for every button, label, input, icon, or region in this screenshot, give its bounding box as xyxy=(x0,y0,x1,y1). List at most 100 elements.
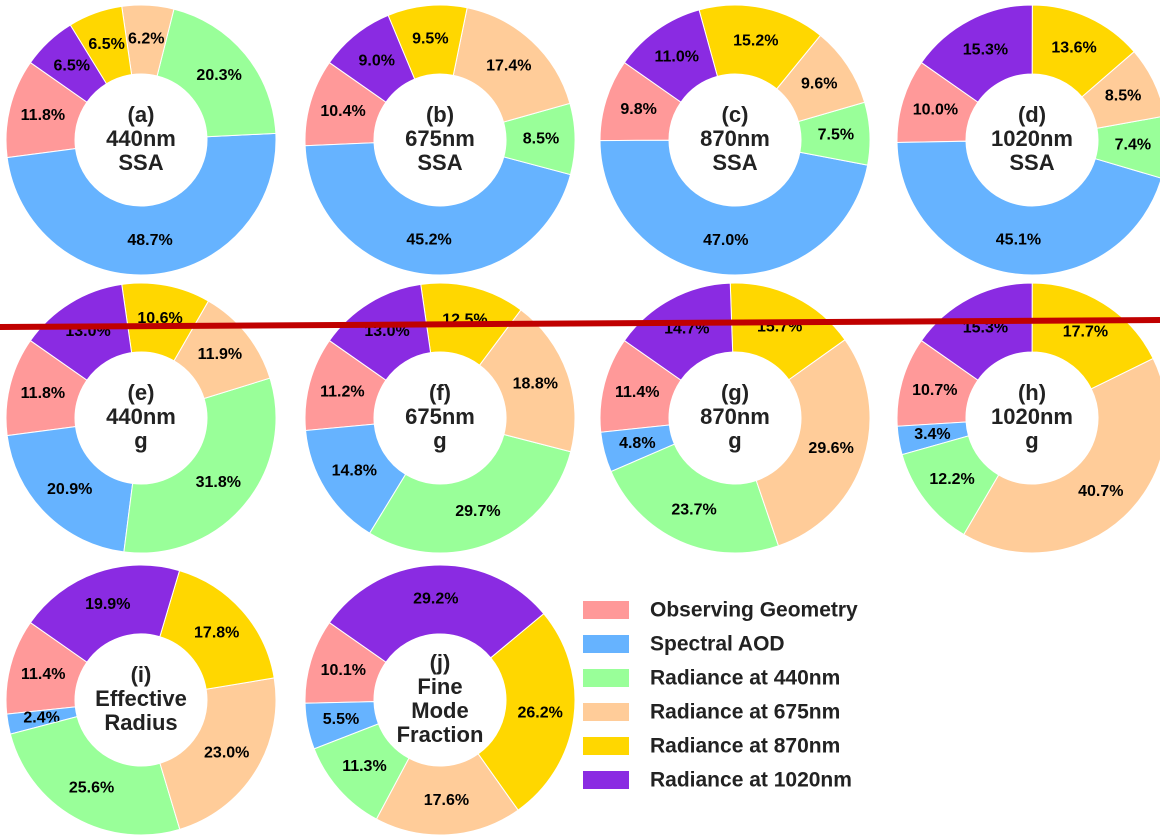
slice xyxy=(478,309,576,453)
center-title: (j) xyxy=(430,650,451,675)
value-label: 15.3% xyxy=(963,42,1008,59)
value-label: 10.4% xyxy=(320,103,365,120)
slice xyxy=(9,716,181,836)
legend: Observing Geometry Spectral AOD Radiance a… xyxy=(583,599,858,792)
value-label: 47.0% xyxy=(703,232,748,249)
value-label: 13.6% xyxy=(1051,39,1096,56)
center-title: (g) xyxy=(721,380,749,405)
value-label: 11.9% xyxy=(198,346,242,363)
value-label: 6.5% xyxy=(53,58,89,75)
value-label: 20.3% xyxy=(196,67,241,84)
center-title: 870nm xyxy=(700,126,770,151)
value-label: 17.4% xyxy=(486,57,531,74)
center-title: 440nm xyxy=(106,404,176,429)
legend-label: Observing Geometry xyxy=(650,599,858,622)
center-title: Fine xyxy=(417,674,462,699)
slice xyxy=(452,7,571,123)
pies: 11.8%48.7%20.3%6.2%6.5%6.5%(a)440nmSSA10… xyxy=(5,4,1160,836)
value-label: 23.7% xyxy=(671,502,716,519)
value-label: 29.2% xyxy=(413,590,458,607)
slice xyxy=(623,9,719,103)
value-label: 2.4% xyxy=(23,709,59,726)
slice xyxy=(159,677,277,830)
slice xyxy=(599,139,869,276)
value-label: 15.2% xyxy=(733,32,778,49)
slice xyxy=(368,433,572,554)
value-label: 17.6% xyxy=(424,792,469,809)
slice xyxy=(6,132,277,276)
center-title: Radius xyxy=(104,710,177,735)
value-label: 11.2% xyxy=(320,383,364,400)
center-title: g xyxy=(134,428,147,453)
value-label: 11.4% xyxy=(615,384,659,401)
value-label: 9.5% xyxy=(412,31,448,48)
slice xyxy=(963,357,1160,554)
slice xyxy=(328,14,416,103)
legend-label: Radiance at 440nm xyxy=(650,667,840,690)
center-title: Mode xyxy=(411,698,468,723)
value-label: 31.8% xyxy=(196,474,241,491)
slice xyxy=(6,426,134,553)
center-title: g xyxy=(1025,428,1038,453)
slice xyxy=(623,282,734,381)
center-title: Effective xyxy=(95,686,187,711)
value-label: 10.0% xyxy=(913,102,958,119)
value-label: 11.8% xyxy=(21,107,65,124)
slice xyxy=(29,24,108,103)
value-label: 3.4% xyxy=(914,426,950,443)
value-label: 45.2% xyxy=(406,232,451,249)
value-label: 25.6% xyxy=(69,779,114,796)
center-title: SSA xyxy=(118,150,163,175)
slice xyxy=(610,443,780,554)
legend-label: Spectral AOD xyxy=(650,633,785,656)
legend-label: Radiance at 675nm xyxy=(650,701,840,724)
slice xyxy=(29,564,181,663)
legend-label: Radiance at 870nm xyxy=(650,735,840,758)
value-label: 40.7% xyxy=(1078,483,1123,500)
value-label: 26.2% xyxy=(517,704,562,721)
center-title: 1020nm xyxy=(991,126,1073,151)
legend-swatch xyxy=(583,635,629,653)
slice xyxy=(1031,282,1154,390)
center-title: 440nm xyxy=(106,126,176,151)
donut: 10.1% 5.5% 11.3% 17.6% 26.2% 29.2% (j)FineMode… xyxy=(304,564,576,836)
value-label: 17.8% xyxy=(194,624,239,641)
value-label: 6.2% xyxy=(128,30,164,47)
slice xyxy=(328,564,545,663)
center-title: (h) xyxy=(1018,380,1046,405)
center-title: Fraction xyxy=(397,722,484,747)
value-label: 11.8% xyxy=(21,385,65,402)
center-title: SSA xyxy=(712,150,757,175)
donut: 11.4% 2.4% 25.6% 23.0% 17.8% 19.9% (i)Effectiv… xyxy=(5,564,277,836)
center-title: (d) xyxy=(1018,102,1046,127)
center-title: g xyxy=(433,428,446,453)
center-title: (a) xyxy=(128,102,155,127)
legend-swatch xyxy=(583,669,629,687)
value-label: 5.5% xyxy=(323,711,359,728)
center-title: 870nm xyxy=(700,404,770,429)
slice xyxy=(896,140,1160,276)
center-title: 675nm xyxy=(405,404,475,429)
value-label: 12.2% xyxy=(929,471,974,488)
slice xyxy=(920,282,1033,381)
center-title: (b) xyxy=(426,102,454,127)
value-label: 14.8% xyxy=(332,463,377,480)
center-title: SSA xyxy=(1009,150,1054,175)
value-label: 29.7% xyxy=(455,503,500,520)
center-title: (e) xyxy=(128,380,155,405)
center-title: (i) xyxy=(131,662,152,687)
value-label: 23.0% xyxy=(204,745,249,762)
value-label: 45.1% xyxy=(996,231,1041,248)
slice xyxy=(156,8,277,138)
value-label: 11.4% xyxy=(21,666,65,683)
value-label: 10.6% xyxy=(137,310,182,327)
value-label: 11.0% xyxy=(655,49,699,66)
value-label: 7.4% xyxy=(1115,137,1151,154)
slice xyxy=(328,283,432,381)
